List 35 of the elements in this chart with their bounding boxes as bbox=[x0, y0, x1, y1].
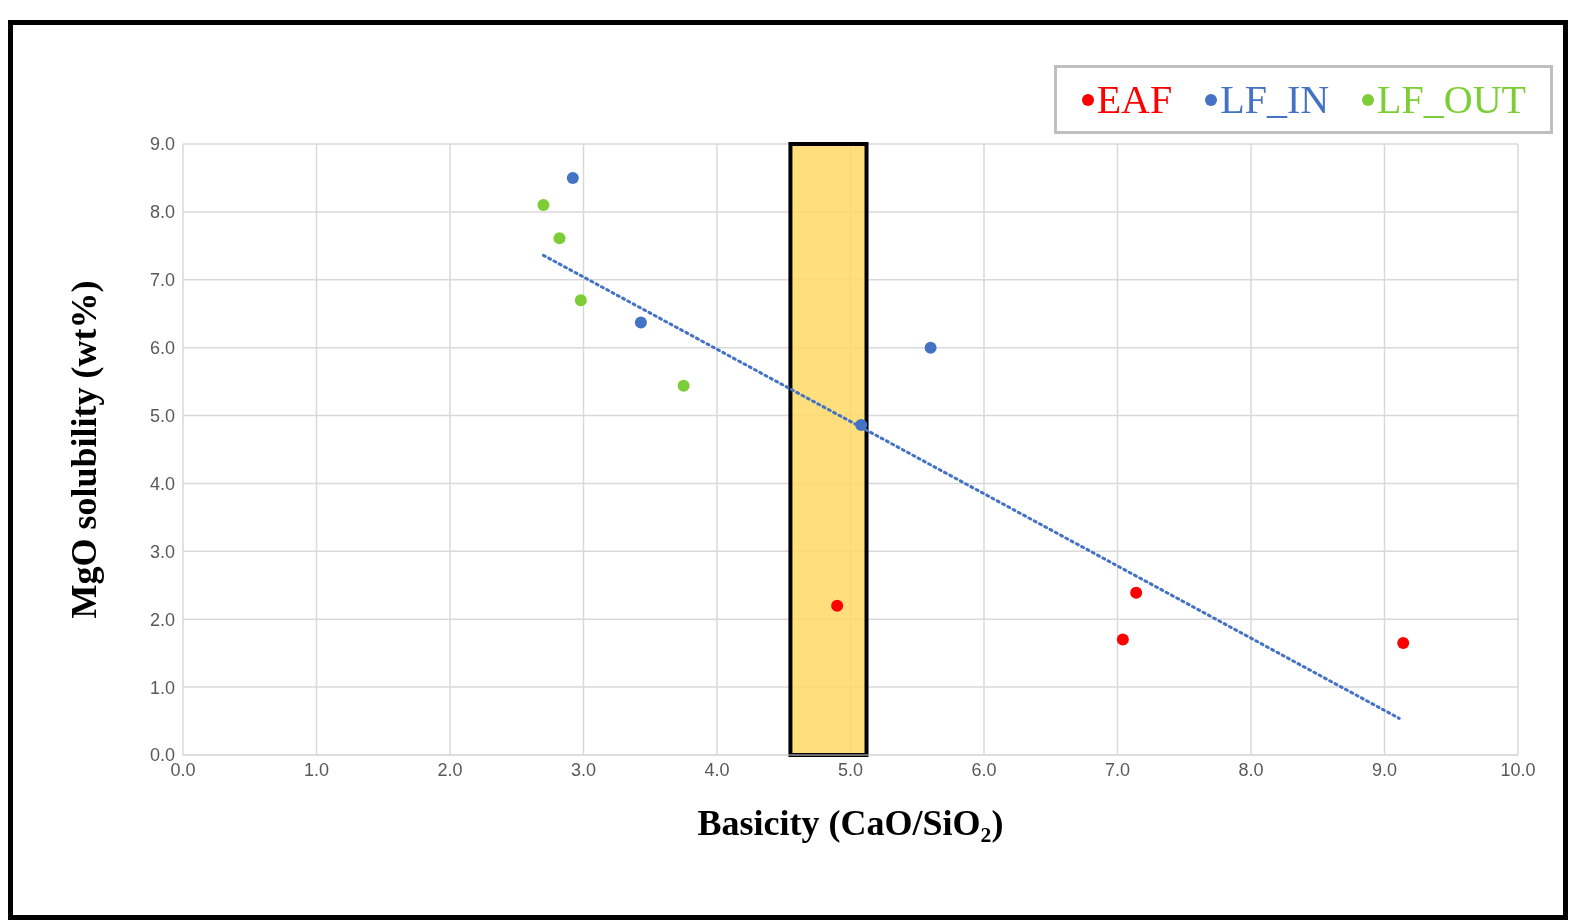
point bbox=[537, 199, 550, 212]
y-tick-label: 5.0 bbox=[149, 405, 175, 426]
point bbox=[1130, 586, 1143, 599]
y-tick-label: 2.0 bbox=[149, 609, 175, 630]
y-tick-label: 8.0 bbox=[149, 202, 175, 223]
x-tick-label: 7.0 bbox=[1104, 759, 1131, 780]
point bbox=[831, 599, 844, 612]
y-tick-label: 6.0 bbox=[149, 338, 175, 359]
point bbox=[1397, 636, 1410, 649]
legend-label: LF_IN bbox=[1219, 76, 1330, 123]
point bbox=[566, 171, 579, 184]
legend-label: LF_OUT bbox=[1376, 76, 1526, 123]
x-tick-label: 4.0 bbox=[704, 759, 730, 780]
point bbox=[1116, 633, 1129, 646]
x-tick-label: 9.0 bbox=[1371, 759, 1398, 780]
point bbox=[677, 379, 690, 392]
y-tick-label: 1.0 bbox=[149, 677, 175, 698]
y-axis-title: MgO solubility (wt%) bbox=[63, 280, 104, 619]
point bbox=[634, 316, 647, 329]
y-tick-label: 7.0 bbox=[149, 270, 175, 291]
point bbox=[574, 294, 587, 307]
x-tick-label: 2.0 bbox=[437, 759, 463, 780]
x-tick-label: 10.0 bbox=[1500, 759, 1536, 780]
y-tick-label: 9.0 bbox=[149, 134, 175, 155]
point bbox=[924, 341, 937, 354]
x-tick-label: 3.0 bbox=[570, 759, 597, 780]
x-tick-label: 8.0 bbox=[1238, 759, 1264, 780]
x-axis-title: Basicity (CaO/SiO₂) bbox=[697, 803, 1004, 843]
y-tick-label: 4.0 bbox=[149, 473, 175, 494]
point bbox=[553, 232, 566, 245]
legend-label: EAF bbox=[1095, 76, 1173, 123]
y-tick-label: 3.0 bbox=[149, 541, 175, 562]
x-tick-label: 1.0 bbox=[303, 759, 330, 780]
x-tick-label: 6.0 bbox=[971, 759, 997, 780]
x-tick-label: 5.0 bbox=[837, 759, 864, 780]
